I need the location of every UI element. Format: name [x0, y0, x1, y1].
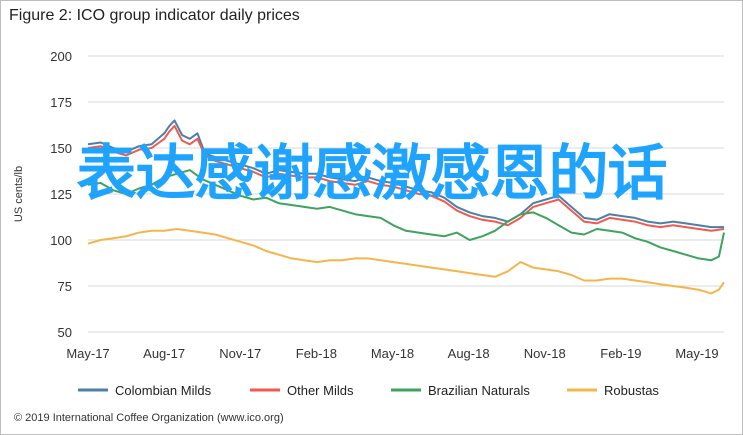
source-credit: © 2019 International Coffee Organization…: [14, 412, 284, 424]
y-tick-label: 125: [50, 187, 72, 202]
y-tick-labels: 50 75 100 125 150 175 200: [50, 49, 72, 340]
x-tick-labels: May-17 Aug-17 Nov-17 Feb-18 May-18 Aug-18 Nov-…: [66, 346, 718, 361]
y-tick-label: 100: [50, 233, 72, 248]
overlay-caption: 表达感谢感激感恩的话: [76, 139, 668, 209]
series-line-colombian-milds: [87, 119, 724, 229]
y-axis-label: US cents/lb: [13, 166, 25, 222]
series-line-brazilian-naturals: [87, 169, 725, 262]
y-tick-label: 150: [50, 141, 72, 156]
y-tick-label: 175: [50, 95, 72, 110]
legend-label-brazilian-naturals: Brazilian Naturals: [428, 383, 530, 398]
grid-lines: [88, 55, 724, 333]
x-tick-label: Nov-17: [219, 346, 261, 361]
series-lines: [87, 119, 725, 295]
chart-title: Figure 2: ICO group indicator daily pric…: [9, 7, 300, 24]
legend: Colombian Milds Other Milds Brazilian Natu…: [78, 383, 659, 398]
x-tick-label: Feb-18: [296, 346, 337, 361]
x-tick-label: Nov-18: [524, 346, 566, 361]
x-tick-label: May-19: [675, 346, 718, 361]
x-tick-label: Aug-18: [448, 346, 490, 361]
y-tick-label: 200: [50, 49, 72, 64]
series-line-other-milds: [87, 124, 725, 232]
x-tick-label: May-17: [66, 346, 109, 361]
y-tick-label: 50: [58, 325, 72, 340]
x-tick-label: Feb-19: [600, 346, 641, 361]
legend-label-colombian-milds: Colombian Milds: [115, 383, 212, 398]
series-line-robustas: [87, 228, 725, 295]
y-tick-label: 75: [58, 279, 72, 294]
legend-label-other-milds: Other Milds: [287, 383, 354, 398]
x-tick-label: May-18: [371, 346, 414, 361]
x-tick-label: Aug-17: [143, 346, 185, 361]
legend-label-robustas: Robustas: [604, 383, 659, 398]
